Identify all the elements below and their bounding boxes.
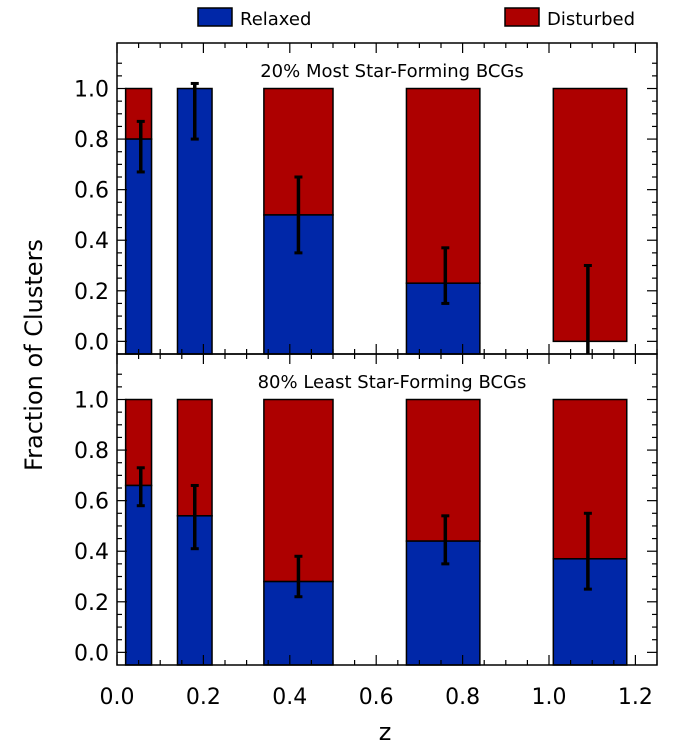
x-tick-label: 0.2	[186, 685, 221, 710]
bar-relaxed-0	[126, 485, 152, 665]
bar-disturbed-3	[406, 89, 479, 284]
y-tick-label: 0.4	[74, 229, 109, 254]
y-tick-label: 0.2	[74, 280, 109, 305]
legend-label-relaxed: Relaxed	[240, 9, 311, 30]
x-tick-label: 0.8	[445, 685, 480, 710]
legend: Relaxed Disturbed	[198, 8, 635, 30]
x-tick-label: 0.4	[272, 685, 307, 710]
y-tick-label: 0.0	[74, 330, 109, 355]
y-tick-label: 0.6	[74, 179, 109, 204]
y-tick-label: 0.0	[74, 641, 109, 666]
y-tick-label: 0.6	[74, 490, 109, 515]
y-axis-label: Fraction of Clusters	[20, 239, 48, 471]
x-tick-label: 1.2	[618, 685, 653, 710]
y-tick-label: 0.8	[74, 439, 109, 464]
legend-swatch-relaxed	[198, 8, 232, 26]
y-tick-label: 1.0	[74, 78, 109, 103]
x-tick-label: 1.0	[532, 685, 567, 710]
bar-relaxed-3	[406, 283, 479, 354]
bar-disturbed-3	[406, 400, 479, 542]
x-tick-label: 0.0	[100, 685, 135, 710]
panel-most-star-forming: 0.0 0.2 0.4 0.6 0.8 1.0 20% Most Star-Forming…	[74, 43, 657, 355]
bar-relaxed-4	[553, 559, 626, 665]
x-axis-label: z	[379, 718, 392, 746]
bar-disturbed-0	[126, 89, 152, 140]
y-tick-label: 0.2	[74, 591, 109, 616]
y-tick-label: 0.8	[74, 128, 109, 153]
panel-title: 80% Least Star-Forming BCGs	[258, 372, 527, 393]
legend-label-disturbed: Disturbed	[547, 9, 635, 30]
y-tick-label: 1.0	[74, 389, 109, 414]
panel-title: 20% Most Star-Forming BCGs	[260, 61, 524, 82]
bar-relaxed-3	[406, 541, 479, 665]
legend-swatch-disturbed	[505, 8, 539, 26]
panel-bars	[126, 400, 627, 665]
panel-bars	[126, 83, 627, 354]
x-tick-labels: 0.0 0.2 0.4 0.6 0.8 1.0 1.2	[100, 685, 653, 710]
bar-disturbed-4	[553, 400, 626, 559]
x-tick-label: 0.6	[359, 685, 394, 710]
y-tick-label: 0.4	[74, 540, 109, 565]
panel-least-star-forming: 0.0 0.2 0.4 0.6 0.8 1.0 80% Least Star-Formin…	[74, 354, 657, 666]
bar-disturbed-4	[553, 89, 626, 342]
bar-disturbed-2	[264, 400, 333, 582]
bar-disturbed-0	[126, 400, 152, 486]
